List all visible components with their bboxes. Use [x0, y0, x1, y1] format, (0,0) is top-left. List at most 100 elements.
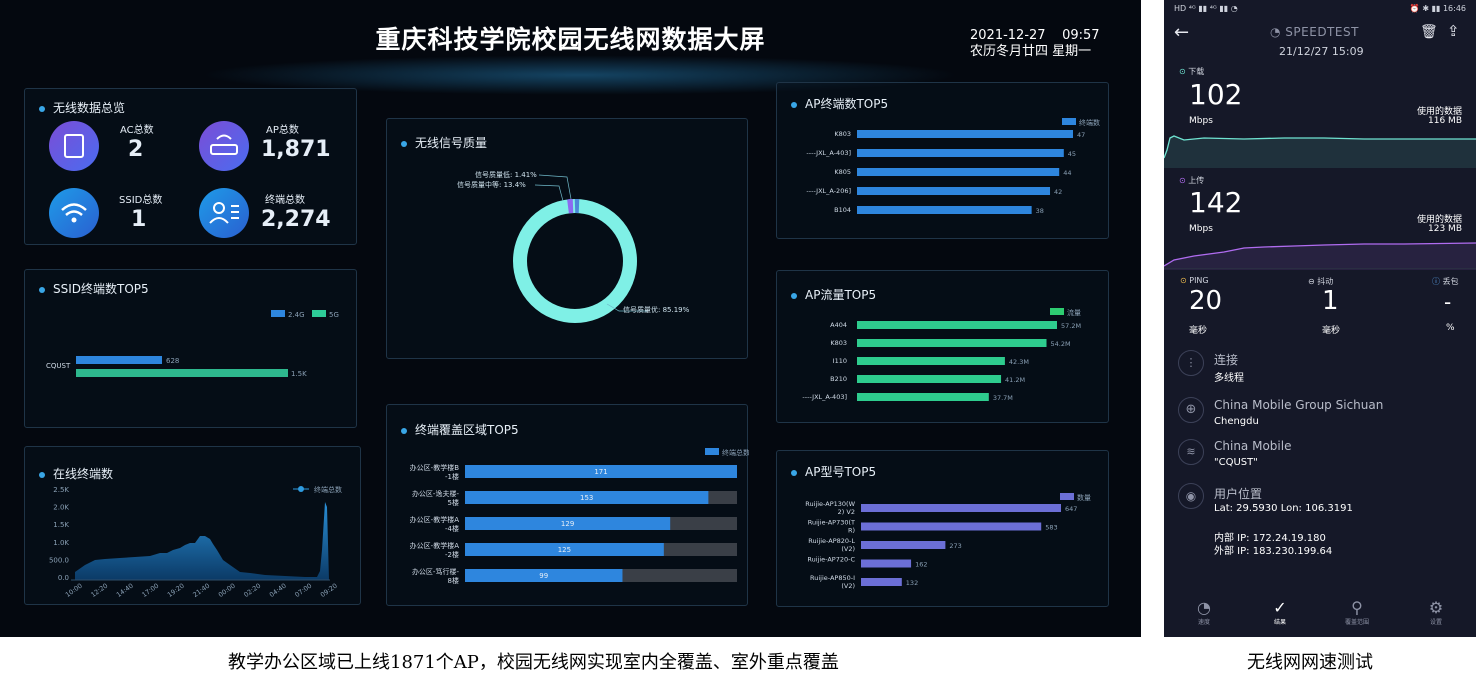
ap_flow-value: 41.2M — [1005, 376, 1025, 384]
coverage-label-2: -1楼 — [445, 472, 459, 481]
ssid-label: SSID总数 — [119, 191, 162, 206]
connection-sub: 多线程 — [1214, 369, 1244, 384]
nav-speed[interactable]: ◔ 速度 — [1186, 598, 1222, 626]
download-unit: Mbps — [1189, 116, 1213, 126]
download-icon: ⊙ — [1179, 67, 1188, 76]
ap-terminal-legend-swatch — [1062, 118, 1076, 125]
ssid-top5-panel: SSID终端数TOP5 2.4G 5G CQUST 628 1.5K — [24, 269, 357, 428]
jitter-unit: 毫秒 — [1322, 323, 1340, 336]
location-sub: Lat: 29.5930 Lon: 106.3191 — [1214, 503, 1353, 514]
ap-model-label: Ruijie-AP130(W — [805, 500, 855, 508]
ap_flow-label: K803 — [830, 339, 847, 347]
ap-value: 1,871 — [261, 137, 331, 162]
ap-model-legend-swatch — [1060, 493, 1074, 500]
download-graph — [1164, 128, 1476, 168]
ap_flow-label: I110 — [833, 357, 847, 365]
server-title: China Mobile Group Sichuan — [1214, 398, 1383, 412]
speedtest-phone: HD ⁴ᴳ ▮▮ ⁴ᴳ ▮▮ ◔ ⏰ ✱ ▮▮ 16:46 ← ◔ SPEEDT… — [1164, 0, 1476, 637]
coverage-label-2: -4楼 — [445, 524, 459, 533]
location-title: 用户位置 — [1214, 485, 1262, 502]
y-tick-label: 1.5K — [53, 521, 69, 529]
coverage-panel: 终端覆盖区域TOP5 终端总数 办公区-教学楼B -1楼 171 办公区-逸夫楼- 5楼… — [386, 404, 748, 606]
legend-5g-swatch — [312, 310, 326, 317]
ap_model-bar — [861, 523, 1041, 531]
ap-terminal-legend: 终端数 — [1079, 118, 1100, 127]
bar-5g-value: 1.5K — [291, 370, 307, 378]
user-list-icon — [199, 188, 249, 238]
donut-good — [520, 206, 630, 316]
y-tick-label: 0.0 — [58, 574, 69, 582]
provider-title: China Mobile — [1214, 439, 1291, 453]
x-tick-label: 00:00 — [217, 582, 237, 599]
divider — [1164, 268, 1476, 269]
ap-model-label-2: 2) V2 — [838, 508, 855, 516]
external-ip: 外部 IP: 183.230.199.64 — [1214, 542, 1332, 557]
coverage-value: 153 — [580, 494, 593, 502]
wifi-icon — [49, 188, 99, 238]
nav-results[interactable]: ✓ 结果 — [1262, 598, 1298, 626]
ap_model-value: 647 — [1065, 505, 1077, 513]
legend-5g: 5G — [329, 311, 339, 319]
loss-label: ⓘ 丢包 — [1432, 276, 1459, 287]
x-tick-label: 10:00 — [64, 582, 84, 599]
label-medium: 信号质量中等: 13.4% — [457, 180, 526, 189]
ap_flow-label: B210 — [830, 375, 847, 383]
wireless-dashboard: 重庆科技学院校园无线网数据大屏 2021-12-27 09:57 农历冬月廿四 … — [0, 0, 1141, 637]
ap_term-label: B104 — [834, 206, 851, 214]
ap_model-value: 132 — [906, 579, 918, 587]
ac-icon — [49, 121, 99, 171]
terminal-value: 2,274 — [261, 207, 331, 232]
coverage-label: 办公区-教学楼A — [410, 541, 460, 550]
nav-settings[interactable]: ⚙ 设置 — [1418, 598, 1454, 626]
signal-quality-panel: 无线信号质量 信号质量低: 1.41% 信号质量中等: 13.4% 信号质量优:… — [386, 118, 748, 359]
loss-value: - — [1444, 290, 1451, 314]
ap_term-value: 38 — [1036, 207, 1044, 215]
share-icon[interactable]: ⇪ — [1447, 22, 1460, 40]
ssid-category: CQUST — [46, 362, 71, 370]
ap_term-value: 44 — [1063, 169, 1071, 177]
globe-icon: ⊕ — [1178, 397, 1204, 423]
status-right: ⏰ ✱ ▮▮ 16:46 — [1410, 4, 1466, 13]
x-tick-label: 12:20 — [89, 582, 109, 599]
results-check-icon: ✓ — [1262, 598, 1298, 617]
ac-value: 2 — [128, 137, 143, 162]
coverage-label-2: -2楼 — [445, 550, 459, 559]
bar-24g-value: 628 — [166, 357, 179, 365]
ap_flow-bar — [857, 321, 1057, 329]
provider-sub: "CQUST" — [1214, 457, 1258, 468]
ap_term-value: 42 — [1054, 188, 1062, 196]
ap_term-bar — [857, 149, 1064, 157]
ping-unit: 毫秒 — [1189, 323, 1207, 336]
ap_flow-value: 54.2M — [1051, 340, 1071, 348]
coverage-label: 办公区-教学楼A — [410, 515, 460, 524]
wifi-provider-icon: ≋ — [1178, 439, 1204, 465]
ap_term-bar — [857, 130, 1073, 138]
ap_flow-label: A404 — [830, 321, 847, 329]
terminal-label: 终端总数 — [265, 191, 305, 206]
x-tick-label: 19:20 — [166, 582, 186, 599]
online-area — [75, 502, 329, 580]
ap-terminal-chart: 终端数 K803 47----JXL_A-403] 45K805 44----JXL_… — [777, 83, 1110, 240]
back-icon[interactable]: ← — [1174, 22, 1189, 43]
ap-terminal-panel: AP终端数TOP5 终端数 K803 47 ----JXL_A-403] 45 K805… — [776, 82, 1109, 239]
left-caption: 教学办公区域已上线1871个AP，校园无线网实现室内全覆盖、室外重点覆盖 — [228, 648, 839, 674]
nav-coverage[interactable]: ⚲ 覆盖范围 — [1336, 598, 1378, 626]
test-date: 21/12/27 15:09 — [1279, 45, 1364, 58]
ap-label: AP总数 — [266, 121, 299, 136]
label-good: 信号质量优: 85.19% — [623, 305, 690, 314]
coverage-legend-swatch — [705, 448, 719, 455]
ap-model-label: Ruijie-AP820-L — [808, 537, 855, 545]
coverage-chart: 终端总数 办公区-教学楼B-1楼171办公区-逸夫楼-5楼153办公区-教学楼A… — [387, 405, 749, 607]
delete-icon[interactable]: 🗑 — [1420, 24, 1438, 40]
lunar-date: 农历冬月廿四 星期一 — [970, 44, 1100, 60]
coverage-label-2: 8楼 — [448, 576, 459, 585]
nav-speed-label: 速度 — [1186, 617, 1222, 626]
online-line-chart: 终端总数 2.5K2.0K1.5K1.0K500.00.010:00 12:20 1… — [25, 447, 362, 606]
ping-value: 20 — [1189, 286, 1222, 316]
ap_term-value: 47 — [1077, 131, 1085, 139]
ap-model-chart: 数量 Ruijie-AP130(W2) V2 647Ruijie-AP730(TR… — [777, 451, 1110, 608]
bar-24g — [76, 356, 162, 364]
x-tick-label: 07:00 — [293, 582, 313, 599]
ap-model-legend: 数量 — [1077, 493, 1091, 502]
app-name: SPEEDTEST — [1285, 25, 1359, 39]
